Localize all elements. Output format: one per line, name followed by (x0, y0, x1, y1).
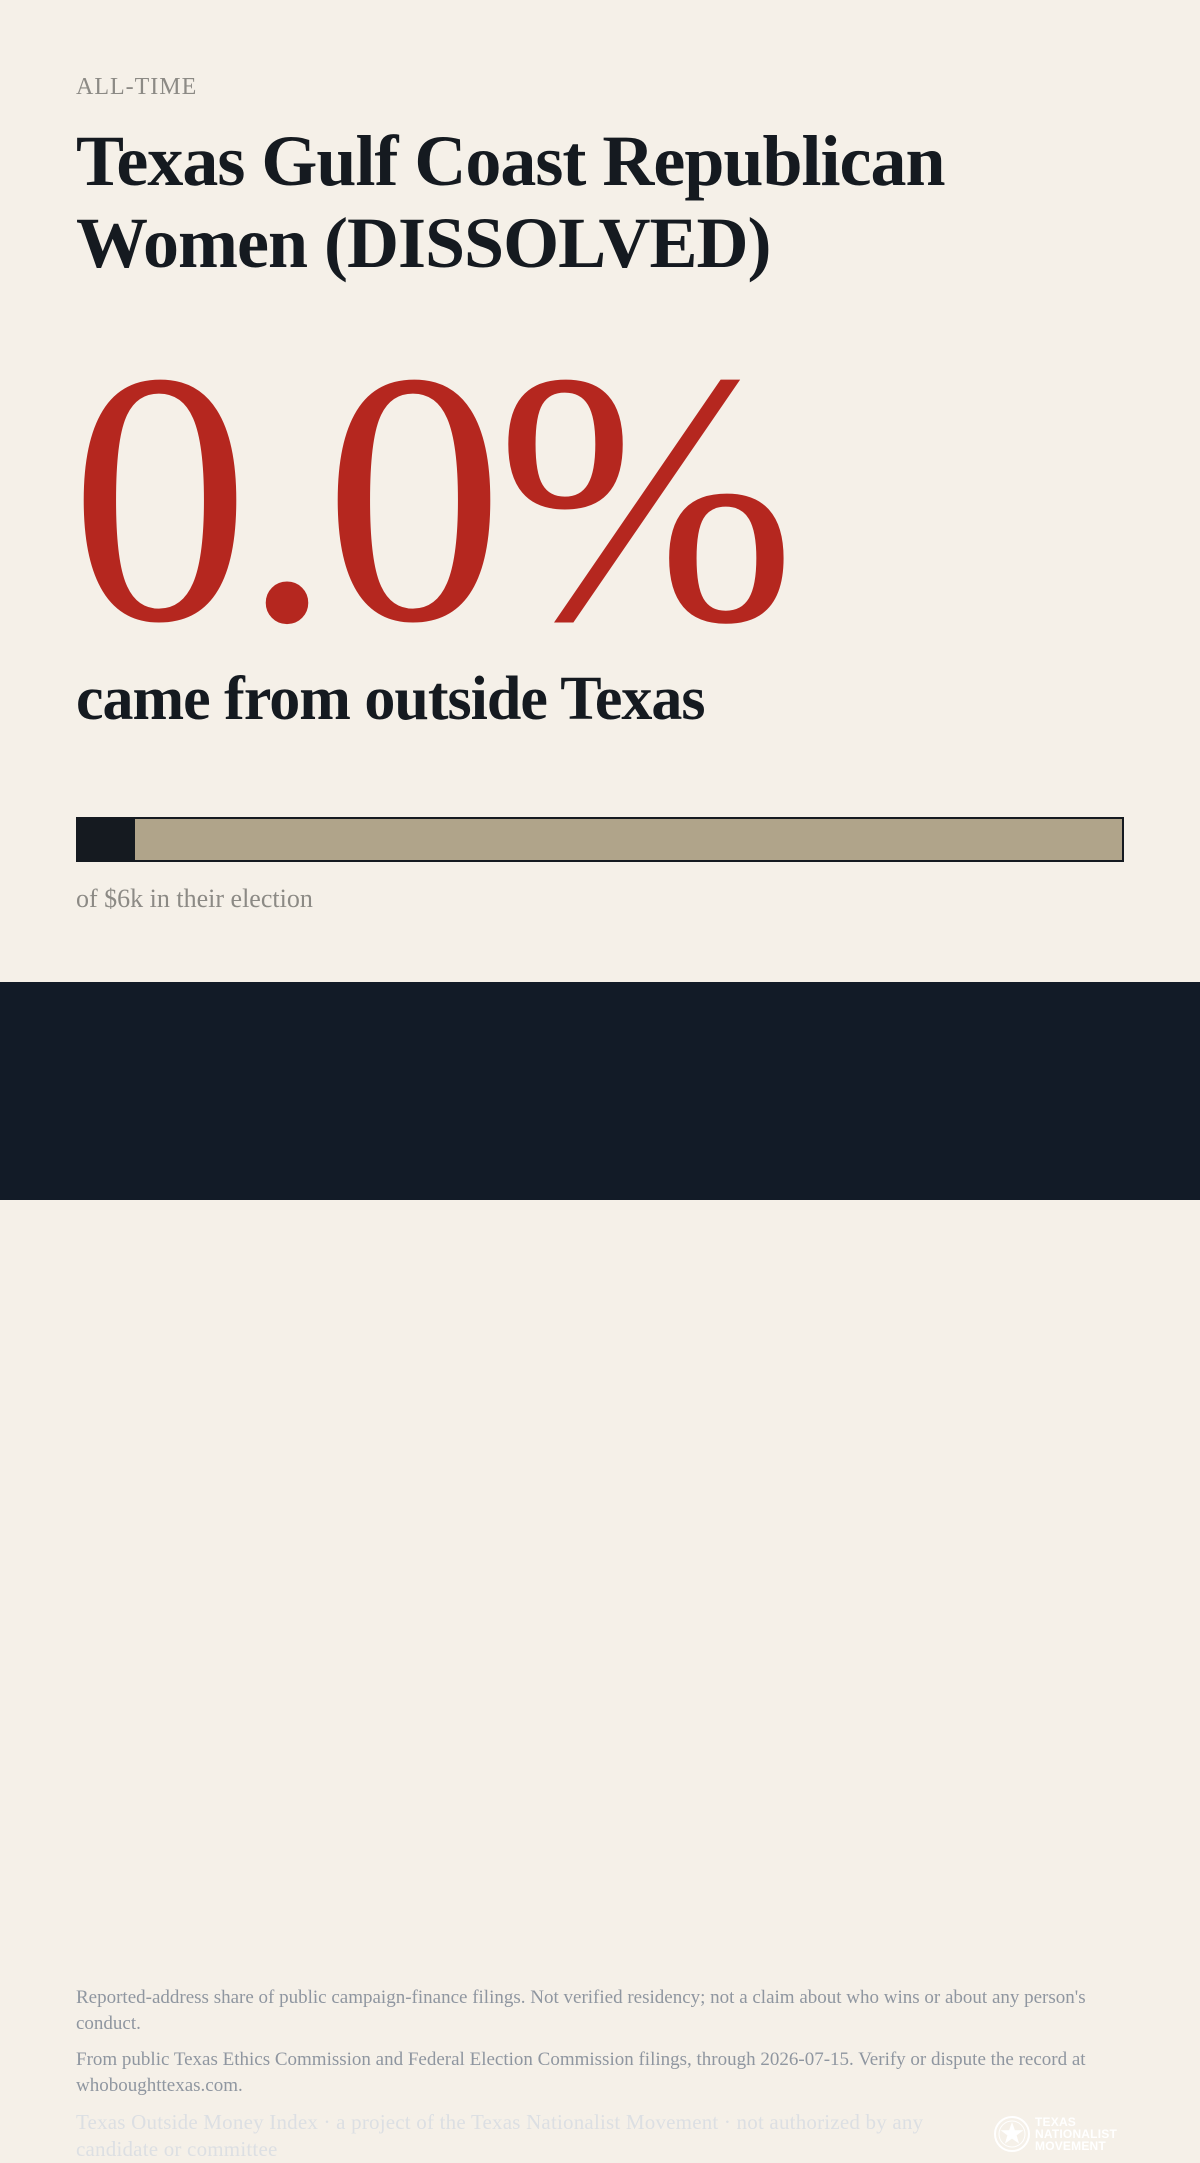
footer-credit: Texas Outside Money Index · a project of… (76, 2110, 924, 2161)
share-bar (76, 817, 1124, 862)
logo-line-2: NATIONALIST (1035, 2127, 1117, 2141)
main-panel: ALL-TIME Texas Gulf Coast Republican Wom… (0, 0, 1200, 982)
logo-line-1: TEXAS (1035, 2115, 1077, 2129)
period-label: ALL-TIME (76, 74, 198, 100)
page-title: Texas Gulf Coast Republican Women (DISSO… (76, 121, 946, 283)
footer-disclaimer: Reported-address share of public campaig… (76, 1987, 1086, 2034)
star-seal-icon (994, 2116, 1030, 2152)
footer: Reported-address share of public campaig… (0, 982, 1200, 2161)
outside-share-value: 0.0% (70, 298, 796, 697)
footer-source: From public Texas Ethics Commission and … (76, 2049, 1086, 2096)
share-bar-fill (78, 819, 136, 860)
tnm-logo: TEXAS NATIONALIST MOVEMENT (993, 2113, 1133, 2155)
logo-line-3: MOVEMENT (1035, 2139, 1106, 2153)
logo-wordmark: TEXAS NATIONALIST MOVEMENT (1035, 2116, 1117, 2152)
outside-share-label: came from outside Texas (76, 665, 706, 733)
total-caption: of $6k in their election (76, 884, 313, 913)
